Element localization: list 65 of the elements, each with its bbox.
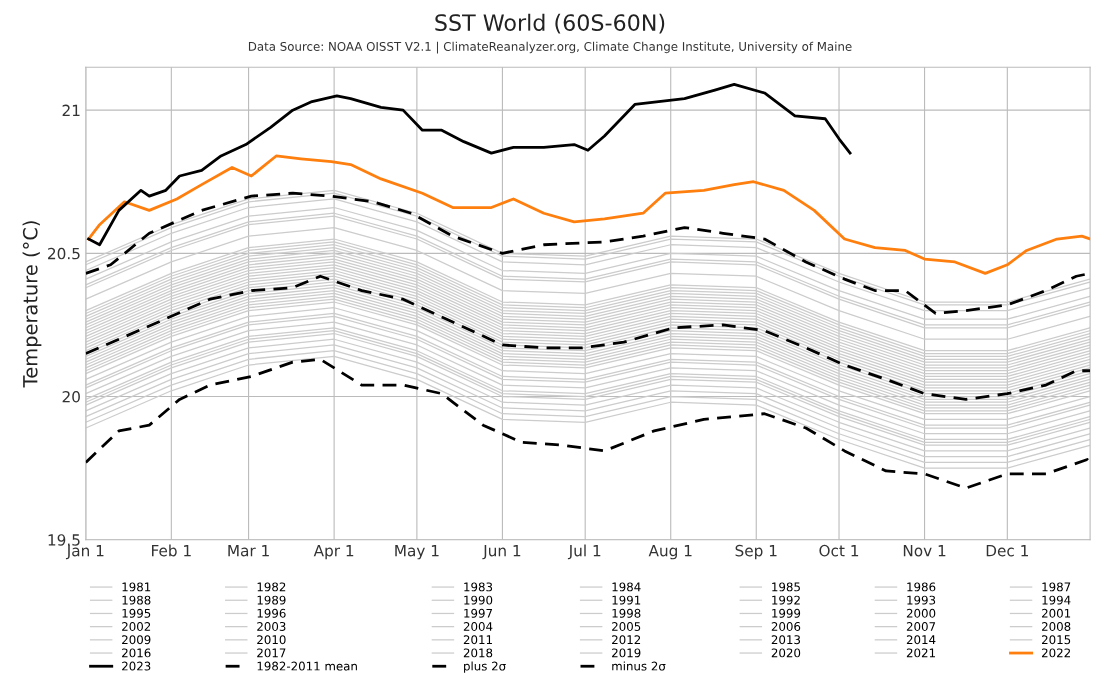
legend-label: 2020 [771, 648, 801, 658]
legend-label: 1995 [122, 608, 151, 618]
legend-label: 2018 [463, 648, 493, 658]
legend-label: 2013 [771, 635, 801, 645]
x-tick-label: Sep 1 [735, 544, 777, 560]
chart-subtitle: Data Source: NOAA OISST V2.1 | ClimateReanalyzer.org, Climate Change Institute, University of Maine [248, 41, 852, 54]
legend-label: 2007 [906, 622, 936, 631]
legend-label: minus 2σ [612, 661, 666, 671]
x-tick-label: Jun 1 [482, 545, 521, 560]
legend-label: 1999 [772, 608, 801, 618]
legend-label: 1991 [612, 595, 641, 605]
x-tick-label: Apr 1 [313, 545, 354, 560]
x-tick-label: Jan 1 [65, 545, 104, 560]
y-tick-label: 20 [62, 390, 80, 403]
legend-label: 1986 [907, 582, 936, 592]
legend-label: 2009 [122, 635, 151, 645]
legend-label: 2008 [1042, 622, 1071, 631]
y-tick-label: 20.5 [48, 247, 80, 260]
legend-label: 1984 [612, 582, 641, 592]
x-tick-label: May 1 [395, 545, 439, 560]
x-tick-label: Mar 1 [228, 545, 269, 557]
legend-label: 2006 [771, 622, 801, 631]
legend-label: 2010 [257, 635, 286, 645]
legend-label: 2019 [612, 648, 641, 658]
legend-label: 2011 [463, 635, 492, 645]
legend-label: 1994 [1042, 595, 1071, 605]
legend-label: 2014 [906, 635, 936, 645]
legend-label: 2001 [1042, 608, 1071, 618]
x-tick-label: Aug 1 [648, 545, 692, 560]
legend-label: 2023 [122, 661, 151, 671]
legend-label: 1992 [772, 595, 800, 605]
legend-label: 2016 [122, 648, 151, 658]
legend-label: 2002 [122, 622, 151, 631]
legend-label: 1983 [464, 582, 493, 592]
legend-label: 2021 [906, 648, 935, 658]
x-tick-label: Nov 1 [903, 545, 946, 557]
legend-label: 1996 [257, 608, 286, 618]
legend-label: 1981 [122, 582, 151, 592]
legend-label: 1987 [1042, 582, 1071, 592]
legend-label: 1982 [257, 582, 286, 592]
legend-label: 1985 [772, 582, 800, 592]
legend-label: 1990 [464, 595, 493, 605]
x-tick-label: Oct 1 [819, 544, 859, 557]
legend-label: 1989 [257, 595, 286, 605]
legend-label: 2022 [1042, 648, 1070, 658]
legend-label: 1982-2011 mean [257, 661, 357, 671]
legend-label: 2015 [1042, 635, 1071, 645]
chart-title: SST World (60S-60N) [435, 13, 665, 34]
x-tick-label: Dec 1 [986, 545, 1028, 557]
legend-label: 1993 [907, 595, 936, 605]
x-tick-label: Jul 1 [567, 544, 601, 560]
legend-label: 2004 [463, 622, 493, 631]
legend-label: 2017 [257, 648, 286, 658]
x-tick-label: Feb 1 [152, 544, 191, 557]
y-tick-label: 21 [62, 104, 80, 116]
legend-label: 2003 [257, 622, 286, 631]
y-axis-title: Temperature (°C) [22, 221, 42, 388]
legend-label: 1997 [464, 608, 493, 618]
legend-label: 2005 [612, 622, 641, 631]
y-tick-label: 19.5 [48, 534, 80, 546]
legend-label: 1988 [122, 595, 151, 605]
legend-label: 1998 [612, 608, 641, 618]
legend-label: 2012 [612, 635, 641, 645]
legend-label: plus 2σ [464, 661, 506, 673]
legend-label: 2000 [906, 608, 936, 618]
